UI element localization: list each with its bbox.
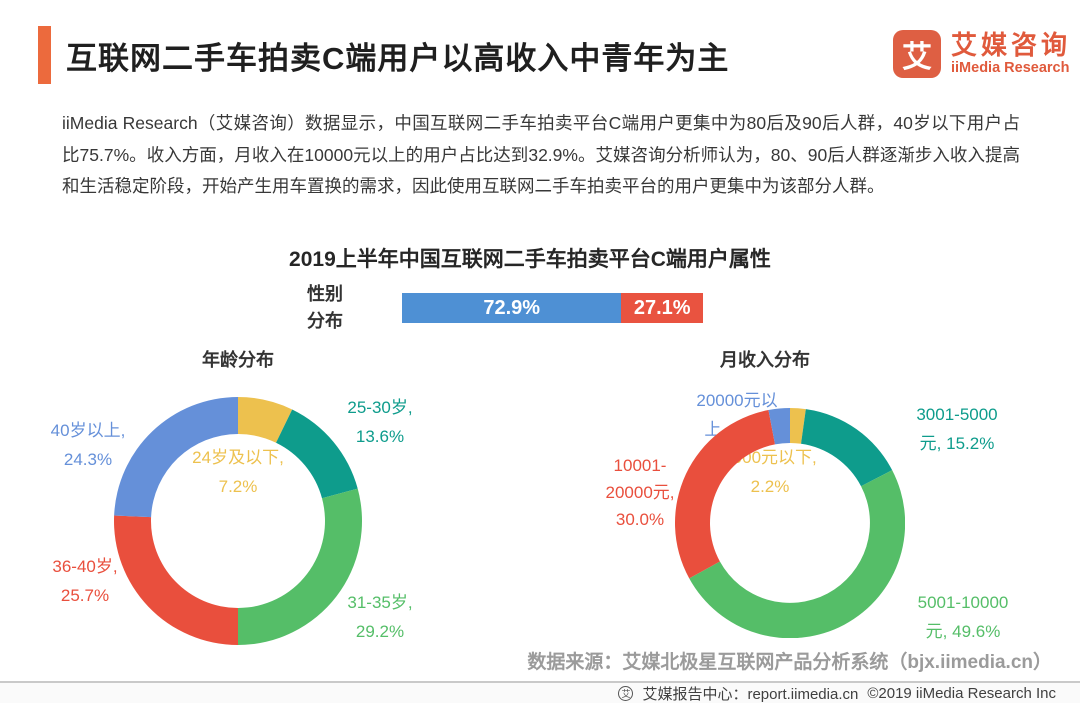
donut-segment-4	[114, 397, 238, 518]
logo-brand-cn: 艾媒咨询	[951, 30, 1072, 60]
age-label-25-30: 25-30岁, 13.6%	[347, 398, 413, 446]
age-label-40-plus: 40岁以上, 24.3%	[50, 421, 126, 469]
footer-divider	[0, 681, 1080, 683]
income-label-3001-5000: 3001-5000 元, 15.2%	[916, 405, 998, 453]
donut-segment-0	[790, 408, 806, 444]
income-label-10001-20000: 10001- 20000元, 30.0%	[605, 456, 675, 529]
iimedia-report-center-icon: 艾	[618, 685, 634, 701]
title-accent-bar	[38, 26, 51, 84]
iimedia-logo-icon: 艾	[893, 30, 941, 78]
income-donut-title: 月收入分布	[720, 350, 810, 370]
age-label-24-below: 24岁及以下, 7.2%	[192, 448, 284, 496]
footer-report-center: 艾媒报告中心：report.iimedia.cn	[642, 685, 859, 703]
age-donut-title: 年龄分布	[202, 350, 274, 370]
gender-stacked-bar: 72.9% 27.1%	[402, 293, 703, 323]
gender-bar-segment-0: 72.9%	[402, 293, 622, 323]
chart-section-title: 2019上半年中国互联网二手车拍卖平台C端用户属性	[289, 248, 771, 271]
gender-bar-value-0: 72.9%	[483, 296, 541, 319]
age-donut-chart	[113, 396, 363, 651]
page-title: 互联网二手车拍卖C端用户以高收入中青年为主	[66, 41, 730, 76]
donut-segment-3	[674, 410, 776, 579]
data-source-note: 数据来源：艾媒北极星互联网产品分析系统（bjx.iimedia.cn）	[527, 652, 1052, 673]
age-label-31-35: 31-35岁, 29.2%	[347, 593, 413, 641]
income-donut-chart	[674, 408, 906, 643]
age-label-36-40: 36-40岁, 25.7%	[52, 557, 118, 605]
donut-segment-2	[238, 488, 363, 645]
footer: 艾 艾媒报告中心：report.iimedia.cn ©2019 iiMedia…	[0, 683, 1080, 703]
donut-segment-2	[689, 470, 906, 639]
logo-brand-en: iiMedia Research	[951, 60, 1070, 76]
income-label-5001-10000: 5001-10000 元, 49.6%	[917, 593, 1009, 641]
donut-segment-1	[801, 409, 893, 487]
intro-paragraph: iiMedia Research（艾媒咨询）数据显示，中国互联网二手车拍卖平台C…	[62, 113, 1020, 196]
footer-copyright: ©2019 iiMedia Research Inc	[867, 684, 1056, 702]
gender-bar-segment-1: 27.1%	[621, 293, 703, 323]
gender-row-label: 性别 分布	[307, 284, 343, 331]
donut-segment-3	[114, 515, 238, 645]
donut-segment-4	[768, 408, 790, 445]
donut-segment-1	[276, 409, 358, 499]
gender-bar-value-1: 27.1%	[633, 296, 691, 319]
donut-segment-0	[238, 397, 293, 443]
iimedia-logo-text: 艾媒咨询 iiMedia Research	[951, 30, 1071, 78]
iimedia-logo: 艾 艾媒咨询 iiMedia Research	[893, 30, 1071, 78]
